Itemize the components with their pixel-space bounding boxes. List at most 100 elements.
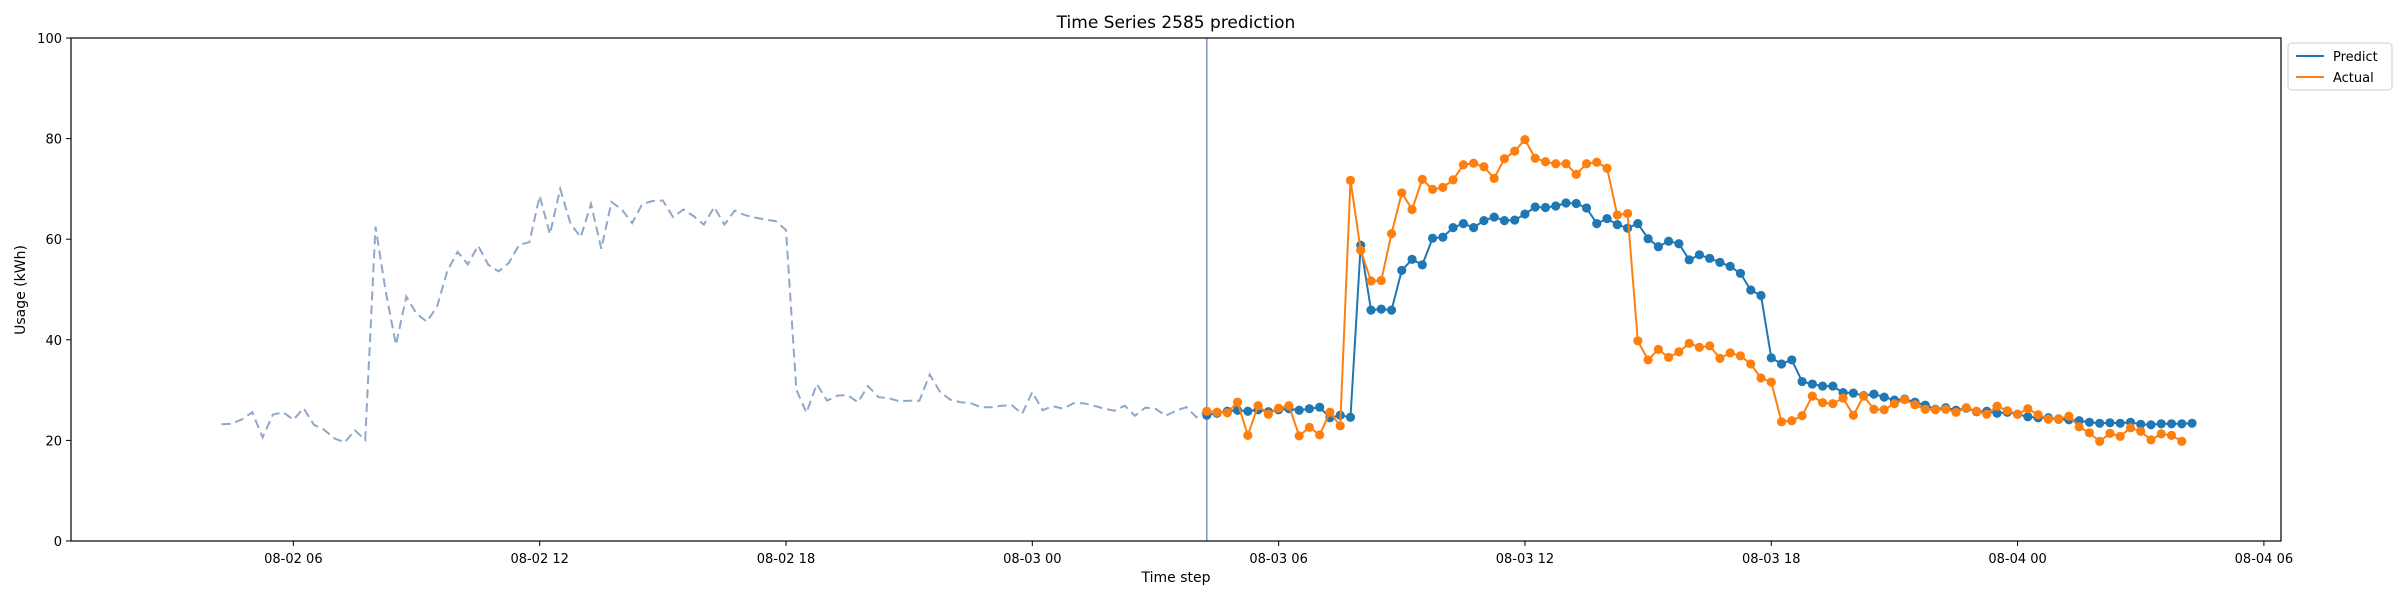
predict-data-point <box>1664 236 1674 246</box>
actual-data-point <box>1612 210 1622 220</box>
actual-data-point <box>1232 397 1243 407</box>
predict-data-point <box>1581 203 1592 213</box>
actual-data-point <box>1971 406 1982 416</box>
predict-data-point <box>1797 376 1807 387</box>
predict-data-point <box>1694 250 1705 260</box>
actual-data-point <box>1438 182 1448 192</box>
predict-data-point <box>1756 290 1766 301</box>
actual-data-point <box>1274 403 1284 413</box>
predict-data-point <box>1817 381 1828 391</box>
predict-data-point <box>1397 265 1407 275</box>
actual-data-point <box>1869 404 1879 414</box>
actual-data-point <box>1284 401 1294 411</box>
plot-area <box>221 38 2197 541</box>
predict-data-point <box>1705 253 1715 263</box>
actual-data-point <box>1530 153 1540 163</box>
x-tick-label: 08-03 00 <box>1003 552 1061 567</box>
actual-data-point <box>1910 400 1920 410</box>
predict-data-point <box>2023 412 2033 422</box>
actual-data-point <box>1315 430 1325 440</box>
actual-data-point <box>1828 399 1838 409</box>
predict-data-point <box>2166 419 2177 429</box>
actual-data-point <box>1253 401 1263 411</box>
actual-data-point <box>1920 404 1930 414</box>
actual-data-point <box>1222 408 1232 418</box>
x-tick-label: 08-02 18 <box>757 552 815 567</box>
predict-data-point <box>1807 379 1817 389</box>
predict-data-point <box>1499 215 1510 226</box>
actual-data-point <box>1397 188 1407 198</box>
actual-data-point <box>1746 359 1756 369</box>
actual-data-point <box>1900 395 1910 405</box>
predict-data-point <box>1427 233 1438 243</box>
predict-data-point <box>1766 353 1776 363</box>
actual-data-point <box>1479 162 1489 172</box>
actual-data-point <box>1664 352 1674 363</box>
x-tick-label: 08-04 00 <box>1988 552 2046 567</box>
predict-data-point <box>1684 255 1694 265</box>
actual-data-point <box>1427 184 1438 195</box>
actual-data-point <box>2002 406 2012 416</box>
predict-data-point <box>1653 242 1663 252</box>
actual-data-point <box>2177 436 2187 447</box>
predict-data-point <box>2084 417 2095 427</box>
predict-data-point <box>1787 355 1797 365</box>
actual-data-point <box>1622 208 1633 219</box>
y-tick-label: 100 <box>37 32 62 47</box>
predict-data-point <box>1633 219 1643 229</box>
predict-data-point <box>1530 202 1540 212</box>
actual-data-point <box>1376 275 1386 286</box>
x-tick-label: 08-04 06 <box>2235 552 2293 567</box>
actual-data-point <box>2023 404 2033 414</box>
predict-data-point <box>2136 419 2146 429</box>
predict-data-point <box>1458 219 1468 229</box>
predict-data-point <box>1540 202 1551 213</box>
predict-data-point <box>1561 198 1571 208</box>
actual-data-point <box>1469 158 1479 168</box>
predict-data-point <box>1612 220 1622 230</box>
actual-data-point <box>1243 430 1253 440</box>
actual-data-point <box>1848 410 1858 420</box>
predict-data-point <box>1376 304 1386 314</box>
legend-box <box>2287 42 2393 91</box>
actual-data-point <box>1499 154 1510 164</box>
actual-data-point <box>2105 428 2115 438</box>
actual-data-point <box>1448 175 1458 185</box>
predict-data-point <box>1992 408 2002 418</box>
actual-data-point <box>1787 416 1797 426</box>
predict-data-point <box>1715 257 1725 267</box>
actual-data-point <box>1345 175 1356 185</box>
actual-data-point <box>1335 421 1345 431</box>
actual-data-point <box>1561 159 1571 169</box>
predict-data-point <box>1510 215 1520 225</box>
actual-data-point <box>1653 344 1663 354</box>
actual-data-point <box>1417 174 1427 184</box>
predict-data-point <box>1448 223 1458 233</box>
actual-data-point <box>1592 157 1602 167</box>
predict-data-point <box>2146 420 2156 430</box>
actual-data-point <box>2033 410 2043 420</box>
predict-data-point <box>1345 412 1356 422</box>
actual-data-point <box>1694 342 1705 352</box>
actual-data-point <box>1797 411 1807 421</box>
actual-data-point <box>1674 347 1684 357</box>
actual-data-point <box>1735 351 1746 361</box>
actual-data-point <box>1715 353 1725 364</box>
predict-data-point <box>1725 261 1735 271</box>
actual-data-point <box>1510 146 1520 156</box>
actual-data-point <box>2125 423 2136 433</box>
actual-data-point <box>2074 422 2084 432</box>
actual-data-point <box>1294 431 1304 441</box>
actual-data-point <box>1951 407 1961 417</box>
predict-data-point <box>2095 418 2105 428</box>
actual-data-point <box>1366 276 1376 286</box>
actual-data-point <box>2084 428 2095 438</box>
actual-data-point <box>1961 403 1971 413</box>
predict-data-point <box>1294 405 1304 415</box>
predict-data-point <box>1551 201 1561 211</box>
actual-data-point <box>2012 409 2023 419</box>
predict-data-point <box>1479 215 1489 226</box>
actual-data-point <box>1551 159 1561 169</box>
actual-data-point <box>1684 338 1694 348</box>
legend-predict-label: Predict <box>2333 50 2378 65</box>
